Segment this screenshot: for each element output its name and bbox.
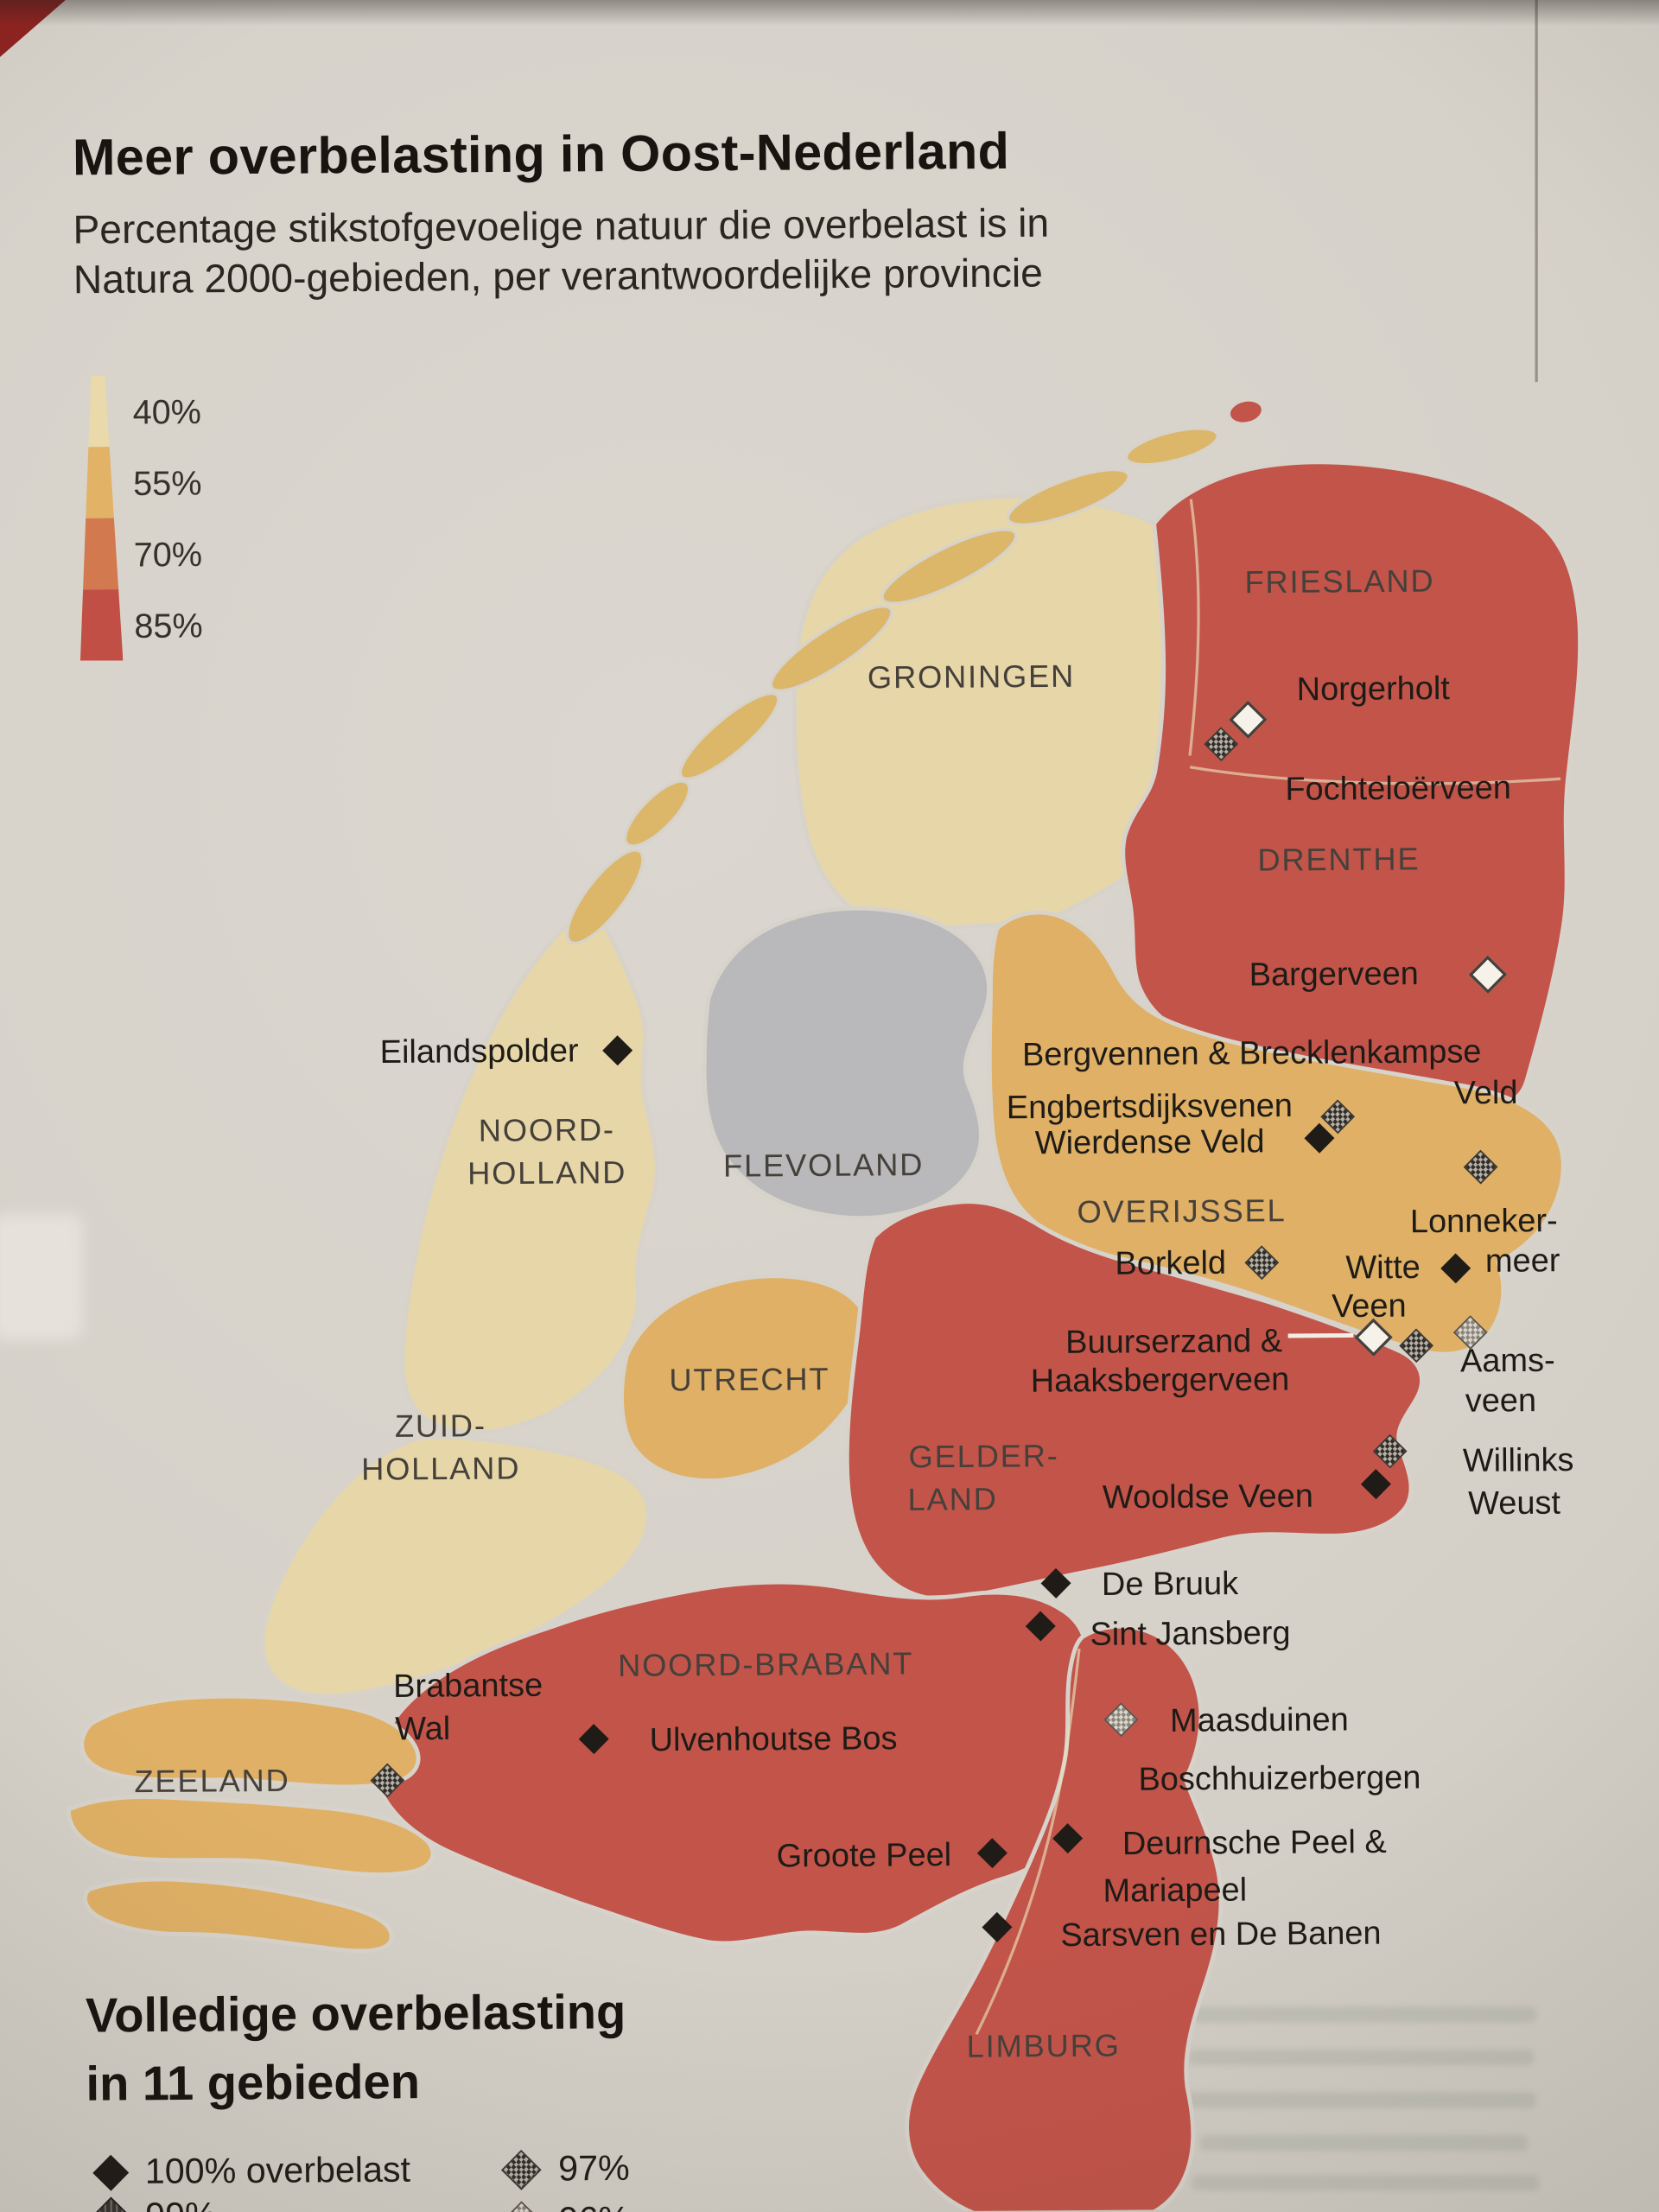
print-through-smudge (1179, 2006, 1537, 2023)
label-sint-jansberg: Sint Jansberg (1090, 1613, 1291, 1653)
label-norgerholt: Norgerholt (1296, 669, 1450, 708)
label-witte-veen-2: Veen (1331, 1286, 1407, 1325)
footer-title-1: Volledige overbelasting (85, 1985, 626, 2044)
province-noord-holland (400, 906, 659, 1435)
label-gelderland-1: GELDER- (908, 1438, 1059, 1475)
label-utrecht: UTRECHT (669, 1361, 830, 1398)
label-wierdense-veld: Wierdense Veld (1034, 1122, 1265, 1161)
label-overijssel: OVERIJSSEL (1077, 1192, 1287, 1230)
boundary-friesland-groningen (1188, 499, 1200, 756)
label-brabantse-wal-1: Brabantse (393, 1666, 543, 1705)
province-flevoland (702, 906, 991, 1221)
wadden-island (565, 849, 645, 945)
label-lonnekermeer-2: meer (1484, 1241, 1560, 1280)
label-buurserzand-1: Buurserzand & (1065, 1321, 1283, 1361)
label-gelderland-2: LAND (907, 1481, 998, 1518)
province-zeeland-2 (66, 1794, 435, 1878)
province-limburg (905, 1624, 1224, 2212)
boundary-brabant-limburg (975, 1648, 1081, 2036)
print-through-smudge (1188, 2049, 1534, 2066)
label-zeeland: ZEELAND (134, 1762, 290, 1800)
legend-label-100: 100% overbelast (144, 2150, 411, 2192)
label-aamsveen-2: veen (1465, 1381, 1537, 1419)
label-maasduinen: Maasduinen (1169, 1700, 1349, 1739)
label-borkeld: Borkeld (1115, 1243, 1227, 1282)
print-through-smudge (1191, 2175, 1540, 2191)
scale-swatch-85 (79, 589, 123, 661)
legend-label-99: 99% (145, 2196, 217, 2212)
scale-swatch-70 (79, 518, 123, 590)
label-friesland: FRIESLAND (1244, 563, 1435, 601)
column-rule (1535, 0, 1538, 383)
print-through-smudge (0, 1214, 83, 1340)
legend-label-96: 96% (558, 2200, 630, 2212)
label-eilandspolder: Eilandspolder (379, 1031, 579, 1071)
label-noord-holland-2: HOLLAND (467, 1154, 627, 1192)
label-flevoland: FLEVOLAND (722, 1147, 925, 1184)
label-witte-veen-1: Witte (1345, 1248, 1421, 1286)
label-ulvenhoutse-bos: Ulvenhoutse Bos (649, 1719, 898, 1758)
label-willinks-weust-2: Weust (1467, 1483, 1561, 1522)
label-fochteloerveen: Fochteloërveen (1285, 768, 1512, 808)
label-engbertsdijksvenen: Engbertsdijksvenen (1006, 1086, 1294, 1126)
wadden-island (1124, 427, 1219, 467)
footer-title-2: in 11 gebieden (86, 2055, 421, 2112)
label-drenthe: DRENTHE (1257, 841, 1421, 878)
label-boschhuizerbergen: Boschhuizerbergen (1138, 1758, 1421, 1797)
label-groote-peel: Groote Peel (776, 1835, 952, 1874)
province-zeeland-1 (79, 1694, 421, 1789)
label-zuid-holland-1: ZUID- (394, 1408, 486, 1445)
leader-buurserzand (1287, 1332, 1354, 1338)
label-noord-brabant: NOORD-BRABANT (618, 1645, 914, 1684)
label-aamsveen-1: Aams- (1459, 1341, 1555, 1379)
label-sarsven: Sarsven en De Banen (1060, 1913, 1382, 1954)
wadden-island (678, 691, 780, 780)
label-limburg: LIMBURG (966, 2027, 1121, 2065)
wadden-island (769, 605, 893, 692)
print-through-smudge (1183, 2092, 1537, 2108)
label-bergvennen-2: Veld (1453, 1073, 1518, 1111)
label-wooldse-veen: Wooldse Veen (1102, 1477, 1313, 1516)
print-through-smudge (1199, 2134, 1529, 2152)
boundary-friesland-drenthe (1189, 766, 1561, 785)
label-noord-holland-1: NOORD- (478, 1111, 616, 1149)
label-deurnsche-peel-1: Deurnsche Peel & (1122, 1822, 1387, 1862)
label-brabantse-wal-2: Wal (395, 1709, 451, 1747)
label-deurnsche-peel-2: Mariapeel (1103, 1870, 1248, 1909)
label-buurserzand-2: Haaksbergerveen (1030, 1360, 1290, 1399)
label-lonnekermeer-1: Lonneker- (1409, 1201, 1558, 1240)
legend-label-97: 97% (558, 2148, 630, 2190)
label-de-bruuk: De Bruuk (1101, 1564, 1239, 1603)
label-zuid-holland-2: HOLLAND (360, 1450, 521, 1487)
wadden-island (1006, 467, 1130, 526)
province-zuid-holland (260, 1434, 652, 1699)
province-gelderland (844, 1199, 1424, 1602)
label-willinks-weust-1: Willinks (1462, 1440, 1574, 1479)
wadden-island (623, 779, 691, 848)
label-bergvennen-1: Bergvennen & Brecklenkampse (1021, 1032, 1482, 1073)
province-overijssel (987, 910, 1566, 1357)
label-groningen: GRONINGEN (867, 658, 1076, 696)
wadden-island-red (1227, 398, 1265, 425)
label-bargerveen: Bargerveen (1249, 954, 1419, 993)
wadden-island (880, 528, 1018, 605)
province-zeeland-3 (82, 1877, 394, 1954)
